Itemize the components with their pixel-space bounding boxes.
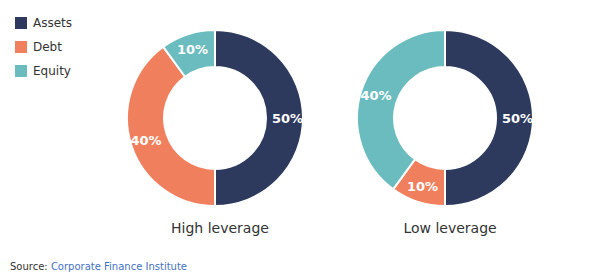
- svg-text:Corporate Finance Institute: Corporate Finance Institute: [51, 261, 187, 272]
- svg-text:50%: 50%: [502, 111, 533, 126]
- svg-text:40%: 40%: [130, 133, 161, 148]
- svg-text:Source:: Source:: [10, 261, 51, 272]
- svg-text:10%: 10%: [177, 42, 208, 57]
- svg-text:Equity: Equity: [33, 64, 71, 78]
- svg-text:Low leverage: Low leverage: [403, 220, 496, 236]
- svg-text:Assets: Assets: [33, 16, 72, 30]
- svg-text:Debt: Debt: [33, 40, 62, 54]
- svg-text:High leverage: High leverage: [171, 220, 269, 236]
- svg-text:40%: 40%: [360, 88, 391, 103]
- svg-text:10%: 10%: [407, 179, 438, 194]
- svg-text:50%: 50%: [272, 111, 303, 126]
